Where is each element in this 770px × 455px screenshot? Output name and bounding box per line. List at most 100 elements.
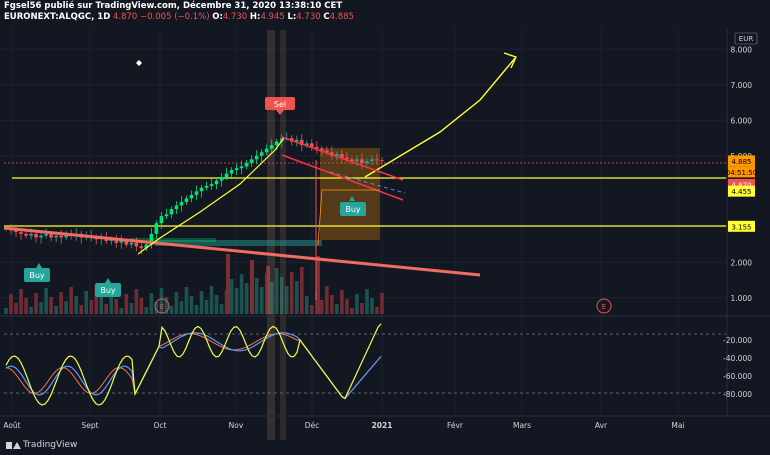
volume-bar — [59, 292, 63, 314]
channel-upper — [281, 136, 404, 181]
candle-body — [310, 143, 314, 147]
diamond — [136, 60, 142, 66]
earnings-marker-1: E — [154, 298, 170, 314]
candle-body — [124, 241, 129, 245]
volume-bar — [289, 272, 294, 314]
osc-tick: -80.000 — [723, 390, 752, 399]
oscillator-pane — [4, 323, 726, 406]
volume-bar — [189, 296, 194, 314]
candle-body — [154, 223, 159, 234]
horizontal-levels — [4, 162, 726, 227]
volume-bar — [340, 290, 344, 314]
time-tick: 2021 — [372, 421, 393, 430]
markers: Sel Buy Buy Buy E E — [24, 60, 612, 314]
candle-body — [234, 168, 239, 170]
candle-body — [44, 233, 48, 236]
candle-body — [194, 191, 199, 195]
buy-label-1: Buy — [29, 271, 45, 280]
candle-body — [14, 230, 18, 233]
svg-text:E: E — [602, 303, 606, 311]
candle-body — [219, 177, 224, 181]
volume-bars — [4, 254, 384, 314]
time-axis[interactable]: Août Sept Oct Nov Déc 2021 Févr Mars Avr Mai — [3, 421, 684, 430]
candle-body — [370, 159, 374, 162]
candle-body — [375, 159, 379, 161]
drawings — [3, 52, 517, 300]
candle-body — [274, 141, 279, 146]
tag-line-a — [728, 185, 755, 197]
earnings-marker-2: E — [596, 298, 612, 314]
candle-body — [249, 159, 254, 163]
candle-body — [269, 145, 274, 149]
volume-bar — [229, 279, 234, 314]
buy-flag-3: Buy — [340, 196, 366, 216]
volume-bar — [375, 307, 379, 314]
price-tick: 2.000 — [731, 258, 753, 267]
osc-tick: -60.000 — [723, 372, 752, 381]
sell-flag: Sel — [265, 97, 295, 115]
candle-body — [29, 233, 33, 236]
volume-spike — [266, 266, 270, 314]
time-tick: Déc — [305, 421, 320, 430]
tag-timer-text: 04:51:50 — [726, 169, 757, 177]
support-red-line — [3, 226, 481, 277]
time-tick: Févr — [447, 421, 464, 430]
candle-body — [279, 138, 284, 142]
candle-body — [179, 201, 184, 206]
channel-mid — [329, 171, 406, 194]
volume-bar — [104, 304, 109, 314]
candle-body — [345, 157, 349, 160]
volume-bar — [149, 293, 154, 314]
candle-body — [189, 194, 194, 199]
volume-bar — [134, 289, 139, 314]
price-tick: 1.000 — [731, 294, 753, 303]
volume-bar — [199, 291, 204, 314]
volume-bar — [204, 300, 209, 314]
volume-bar — [9, 294, 13, 314]
candle-body — [360, 159, 364, 163]
candle-body — [39, 235, 43, 238]
volume-bar — [350, 308, 354, 314]
volume-bar — [279, 277, 284, 314]
candle-body — [184, 198, 189, 202]
volume-bar — [274, 268, 279, 314]
svg-text:E: E — [160, 303, 164, 311]
volume-bar — [355, 294, 359, 314]
time-tick: Mars — [513, 421, 531, 430]
buy-flag-1: Buy — [24, 263, 50, 282]
change: −0.005 (−0.1%) — [140, 12, 210, 22]
volume-bar — [214, 295, 219, 314]
volume-bar — [299, 267, 304, 314]
candle-body — [119, 241, 124, 243]
symbol: EURONEXT:ALQGC, 1D — [4, 12, 111, 22]
volume-bar — [310, 305, 314, 314]
candle-body — [244, 162, 249, 167]
volume-bar — [49, 297, 53, 314]
candle-body — [294, 139, 299, 142]
price-tick: 8.000 — [731, 45, 753, 54]
price-tick: 7.000 — [731, 81, 753, 90]
trend-yellow-forecast — [364, 56, 517, 178]
volume-bar — [269, 282, 274, 314]
osc-tick: -40.000 — [723, 354, 752, 363]
osc-yellow-line — [5, 323, 382, 406]
candle-body — [340, 154, 344, 158]
volume-bar — [254, 278, 259, 314]
volume-bar — [179, 301, 184, 314]
candle-body — [355, 159, 359, 162]
volume-bar — [44, 288, 48, 314]
volume-bar — [259, 287, 264, 314]
tag-timer — [728, 166, 755, 178]
time-tick: Mai — [671, 421, 684, 430]
candle-body — [24, 233, 28, 236]
tag-last — [728, 155, 755, 167]
volume-bar — [69, 287, 73, 314]
candle-body — [64, 233, 68, 238]
candle-body — [325, 150, 329, 153]
volume-spike — [226, 254, 230, 314]
candle-body — [350, 159, 354, 162]
volume-bar — [79, 305, 83, 314]
candle-body — [19, 232, 23, 234]
